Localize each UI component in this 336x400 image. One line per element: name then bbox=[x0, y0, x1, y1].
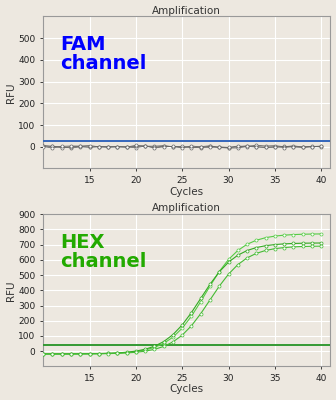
Y-axis label: RFU: RFU bbox=[6, 280, 15, 300]
Text: FAM
channel: FAM channel bbox=[60, 34, 147, 73]
Text: HEX
channel: HEX channel bbox=[60, 232, 147, 271]
X-axis label: Cycles: Cycles bbox=[170, 186, 204, 196]
Title: Amplification: Amplification bbox=[153, 6, 221, 16]
X-axis label: Cycles: Cycles bbox=[170, 384, 204, 394]
Title: Amplification: Amplification bbox=[153, 204, 221, 214]
Y-axis label: RFU: RFU bbox=[6, 82, 15, 103]
